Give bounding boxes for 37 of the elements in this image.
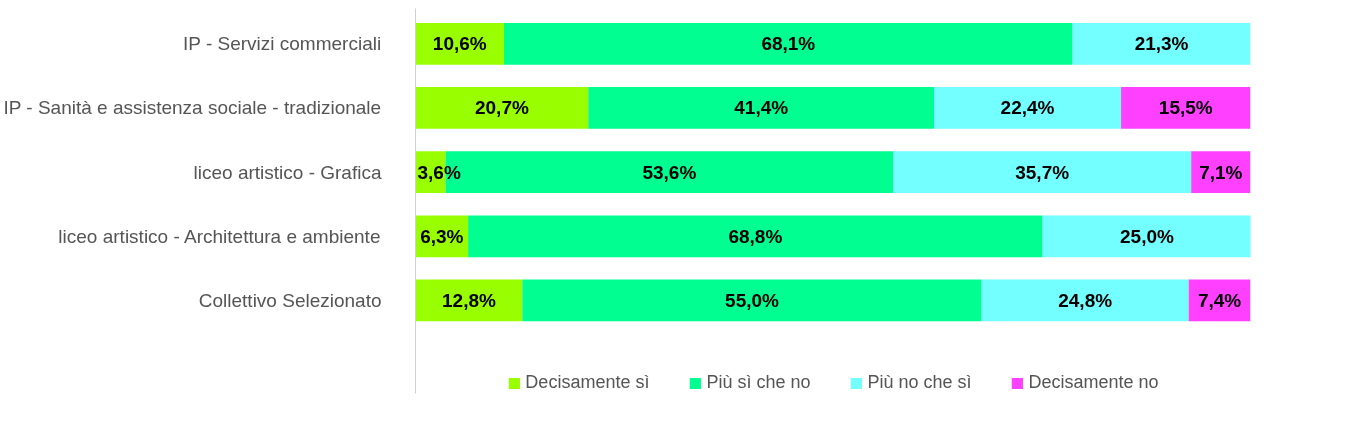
bar: [893, 151, 1192, 193]
legend-label: Più sì che no: [706, 372, 811, 393]
legend-label: Decisamente no: [1028, 372, 1159, 393]
data-label: 22,4%: [1000, 97, 1055, 119]
data-label: 68,1%: [761, 33, 816, 55]
data-label: 12,8%: [442, 289, 496, 311]
y-tick-label: liceo artistico - Grafica: [193, 161, 382, 183]
bar: [1121, 87, 1251, 129]
legend-label: Più no che sì: [867, 372, 972, 393]
data-label: 6,3%: [420, 225, 464, 247]
bar: [981, 279, 1189, 322]
data-label: 20,7%: [474, 97, 529, 119]
data-label: 7,1%: [1199, 161, 1243, 183]
bar: [468, 215, 1043, 258]
bar: [934, 87, 1122, 129]
legend-label: Decisamente sì: [525, 372, 650, 393]
data-label: 7,4%: [1197, 289, 1242, 311]
y-tick-label: Collettivo Selezionato: [198, 289, 382, 311]
bar: [588, 87, 935, 129]
data-label: 41,4%: [734, 97, 789, 119]
y-tick-label: IP - Servizi commerciali: [183, 33, 382, 55]
bar: [1042, 215, 1251, 258]
bar: [504, 22, 1073, 65]
data-label: 35,7%: [1015, 161, 1070, 183]
bar: [522, 279, 982, 322]
data-label: 55,0%: [725, 289, 780, 311]
data-label: 10,6%: [432, 33, 487, 55]
data-label: 53,6%: [642, 161, 697, 183]
data-label: 68,8%: [728, 225, 783, 247]
bar: [1072, 22, 1251, 65]
data-label: 15,5%: [1158, 97, 1213, 119]
bar: [415, 87, 589, 129]
y-tick-label: IP - Sanità e assistenza sociale - tradizionale: [3, 97, 382, 119]
data-label: 24,8%: [1058, 289, 1113, 311]
y-tick-label: liceo artistico - Architettura e ambiente: [58, 225, 381, 247]
data-label: 21,3%: [1134, 33, 1189, 55]
data-label: 25,0%: [1120, 225, 1174, 247]
